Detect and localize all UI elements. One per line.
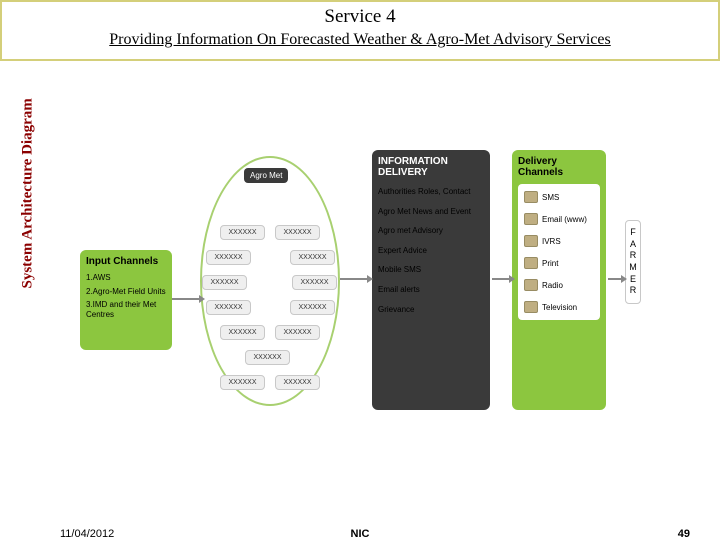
page-subtitle: Providing Information On Forecasted Weat… [2, 30, 718, 51]
channel-icon [524, 301, 538, 313]
farmer-letter: E [628, 274, 638, 286]
farmer-letter: R [628, 250, 638, 262]
flow-arrow [608, 278, 622, 280]
channel-label: SMS [542, 193, 559, 202]
input-channel-item: 1.AWS [80, 271, 172, 285]
channel-label: Print [542, 259, 558, 268]
info-delivery-item: Authorities Roles, Contact [372, 182, 490, 202]
delivery-channel-item: SMS [518, 186, 600, 208]
delivery-channels-panel: Delivery Channels SMS Email (www) IVRS Print… [512, 150, 606, 410]
module-chip: XXXXXX [275, 375, 320, 390]
module-chip: XXXXXX [245, 350, 290, 365]
module-chip: XXXXXX [202, 275, 247, 290]
header: Service 4 Providing Information On Forec… [0, 0, 720, 61]
channel-icon [524, 279, 538, 291]
info-delivery-item: Agro met Advisory [372, 221, 490, 241]
input-channel-item: 3.IMD and their Met Centres [80, 298, 172, 321]
module-chip: XXXXXX [290, 300, 335, 315]
info-delivery-item: Agro Met News and Event [372, 202, 490, 222]
footer-org: NIC [351, 528, 370, 540]
input-channel-item: 2.Agro-Met Field Units [80, 285, 172, 299]
delivery-channel-item: IVRS [518, 230, 600, 252]
footer-page: 49 [678, 528, 690, 540]
input-channels-title: Input Channels [80, 250, 172, 271]
flow-arrow [172, 298, 200, 300]
delivery-channels-title: Delivery Channels [512, 150, 606, 182]
agro-met-tag: Agro Met [244, 168, 288, 183]
module-chip: XXXXXX [290, 250, 335, 265]
module-chip: XXXXXX [292, 275, 337, 290]
info-delivery-item: Expert Advice [372, 241, 490, 261]
info-delivery-title: INFORMATION DELIVERY [372, 150, 490, 182]
information-delivery-panel: INFORMATION DELIVERYAuthorities Roles, C… [372, 150, 490, 410]
channel-label: Television [542, 303, 577, 312]
module-chip: XXXXXX [206, 300, 251, 315]
module-chip: XXXXXX [206, 250, 251, 265]
input-channels-panel: Input Channels1.AWS2.Agro-Met Field Unit… [80, 250, 172, 350]
channel-icon [524, 235, 538, 247]
module-chip: XXXXXX [275, 325, 320, 340]
channel-icon [524, 191, 538, 203]
delivery-channel-item: Radio [518, 274, 600, 296]
delivery-channel-item: Print [518, 252, 600, 274]
footer-date: 11/04/2012 [60, 528, 114, 540]
channel-label: Radio [542, 281, 563, 290]
channel-label: Email (www) [542, 215, 587, 224]
info-delivery-item: Mobile SMS [372, 260, 490, 280]
delivery-channel-item: Television [518, 296, 600, 318]
flow-arrow [492, 278, 510, 280]
info-delivery-item: Grievance [372, 300, 490, 320]
farmer-letter: F [628, 227, 638, 239]
farmer-letter: A [628, 239, 638, 251]
flow-arrow [340, 278, 368, 280]
vertical-axis-label: System Architecture Diagram [20, 98, 37, 288]
farmer-letter: M [628, 262, 638, 274]
page-title: Service 4 [2, 6, 718, 28]
architecture-diagram: Input Channels1.AWS2.Agro-Met Field Unit… [80, 150, 700, 450]
farmer-panel: FARMER [625, 220, 641, 304]
module-chip: XXXXXX [275, 225, 320, 240]
module-chip: XXXXXX [220, 375, 265, 390]
module-chip: XXXXXX [220, 325, 265, 340]
farmer-letter: R [628, 285, 638, 297]
channel-icon [524, 257, 538, 269]
delivery-channel-item: Email (www) [518, 208, 600, 230]
info-delivery-item: Email alerts [372, 280, 490, 300]
channel-label: IVRS [542, 237, 561, 246]
module-chip: XXXXXX [220, 225, 265, 240]
channel-icon [524, 213, 538, 225]
